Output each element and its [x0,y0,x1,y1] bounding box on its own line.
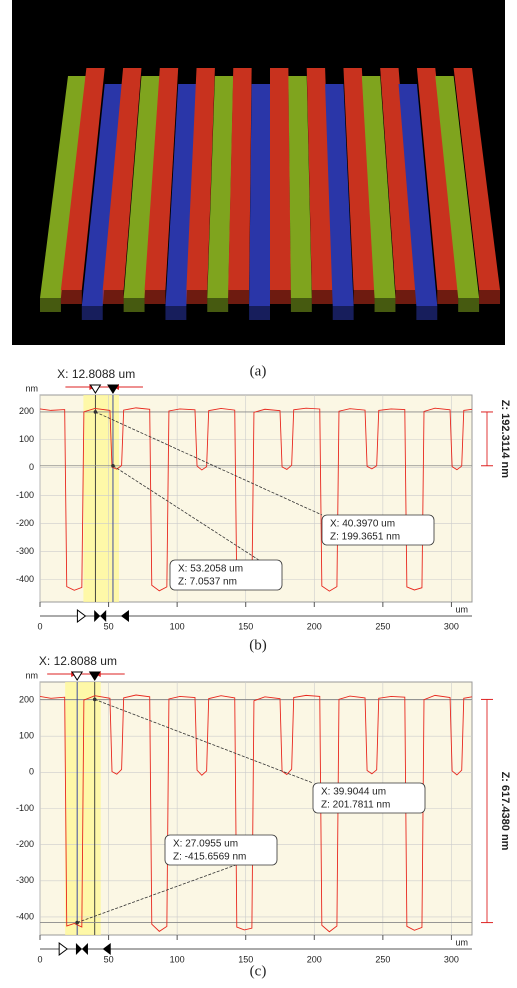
y-unit: nm [25,383,38,393]
callout-x: X: 39.9044 um [321,787,386,798]
x-tick-label: 300 [444,954,459,964]
stripe-side [165,306,186,320]
x-tick-label: 250 [375,621,390,631]
callout-z: Z: -415.6569 nm [173,852,246,863]
x-tick-label: 300 [444,621,459,631]
stripe-side [333,306,354,320]
cursor-band [83,395,119,602]
stripe [270,68,291,290]
y-tick-label: 0 [29,767,34,777]
stripe-side [479,290,500,304]
x-tick-label: 0 [37,621,42,631]
y-tick-label: 100 [19,434,34,444]
cursor-point [93,698,97,702]
x-tick-label: 100 [170,954,185,964]
cursor-handle [90,385,100,393]
y-tick-label: 0 [29,462,34,472]
stripe-side [228,290,249,304]
y-unit: nm [25,670,38,680]
y-tick-label: -100 [16,490,34,500]
stripe-side [354,290,375,304]
stripe-side [437,290,458,304]
stripe-side [82,306,103,320]
cursor-handle [72,672,82,680]
slider-handle [59,943,67,955]
y-tick-label: -400 [16,574,34,584]
cursor-point [111,464,115,468]
x-tick-label: 200 [307,621,322,631]
stripe-side [270,290,291,304]
callout-z: Z: 201.7811 nm [321,800,390,811]
x-unit: um [455,604,468,614]
y-tick-label: 200 [19,694,34,704]
callout-x: X: 40.3970 um [330,519,395,530]
stripe-side [249,306,270,320]
x-tick-label: 150 [238,954,253,964]
stripe-side [395,290,416,304]
callout-x: X: 53.2058 um [178,564,243,575]
dx-label: X: 12.8088 um [39,654,117,668]
y-tick-label: -400 [16,911,34,921]
y-tick-label: -200 [16,839,34,849]
slider-handle [121,610,129,622]
stripe-side [40,298,61,312]
y-tick-label: -200 [16,518,34,528]
cursor-point [75,921,79,925]
callout-x: X: 27.0955 um [173,839,238,850]
x-tick-label: 250 [375,954,390,964]
slider-handle [76,943,88,955]
slider-handle [103,943,111,955]
stripe-side [458,298,479,312]
y-tick-label: -300 [16,875,34,885]
stripe-side [61,290,82,304]
stripe-side [124,298,145,312]
dz-label: Z: 192.3114 nm [499,400,511,478]
stripe-side [145,290,166,304]
figure: (a) (b) (c) 200 100 0 -100 -200 -300 -400 0 50 10… [0,0,517,983]
y-tick-label: -100 [16,803,34,813]
caption: (b) [249,637,267,653]
y-tick-label: -300 [16,546,34,556]
stripe-side [291,298,312,312]
cursor-handle [108,385,118,393]
x-tick-label: 50 [104,954,114,964]
slider-handle [77,610,85,622]
stripe-side [416,306,437,320]
dx-label: X: 12.8088 um [57,367,135,381]
slider-handle [94,610,106,622]
stripe-side [375,298,396,312]
x-tick-label: 200 [307,954,322,964]
caption: (c) [250,963,267,979]
x-tick-label: 150 [238,621,253,631]
surface-3d [40,68,500,320]
stripe-side [103,290,124,304]
cursor-handle [90,672,100,680]
stripe-side [186,290,207,304]
stripe-side [312,290,333,304]
x-tick-label: 0 [37,954,42,964]
x-unit: um [455,937,468,947]
caption: (a) [250,363,267,379]
cursor-point [94,410,98,414]
x-tick-label: 100 [170,621,185,631]
callout-z: Z: 199.3651 nm [330,532,400,543]
dz-label: Z: 617.4380 nm [499,772,511,851]
x-tick-label: 50 [104,621,114,631]
y-tick-label: 200 [19,406,34,416]
y-tick-label: 100 [19,731,34,741]
stripe [249,84,270,306]
stripe-side [207,298,228,312]
callout-z: Z: 7.0537 nm [178,577,237,588]
